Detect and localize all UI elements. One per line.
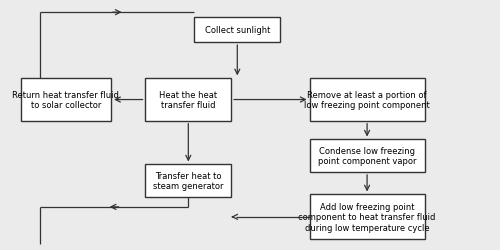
Text: Add low freezing point
component to heat transfer fluid
during low temperature c: Add low freezing point component to heat… xyxy=(298,202,436,232)
Text: Transfer heat to
steam generator: Transfer heat to steam generator xyxy=(153,171,224,190)
Text: Return heat transfer fluid
to solar collector: Return heat transfer fluid to solar coll… xyxy=(12,90,120,110)
FancyBboxPatch shape xyxy=(310,194,424,239)
FancyBboxPatch shape xyxy=(310,79,424,121)
Text: Collect sunlight: Collect sunlight xyxy=(204,26,270,35)
Text: Condense low freezing
point component vapor: Condense low freezing point component va… xyxy=(318,146,416,166)
FancyBboxPatch shape xyxy=(146,79,231,121)
Text: Heat the heat
transfer fluid: Heat the heat transfer fluid xyxy=(160,90,218,110)
Text: Remove at least a portion of
low freezing point component: Remove at least a portion of low freezin… xyxy=(304,90,430,110)
FancyBboxPatch shape xyxy=(310,140,424,172)
FancyBboxPatch shape xyxy=(20,79,111,121)
FancyBboxPatch shape xyxy=(146,165,231,197)
FancyBboxPatch shape xyxy=(194,18,280,43)
